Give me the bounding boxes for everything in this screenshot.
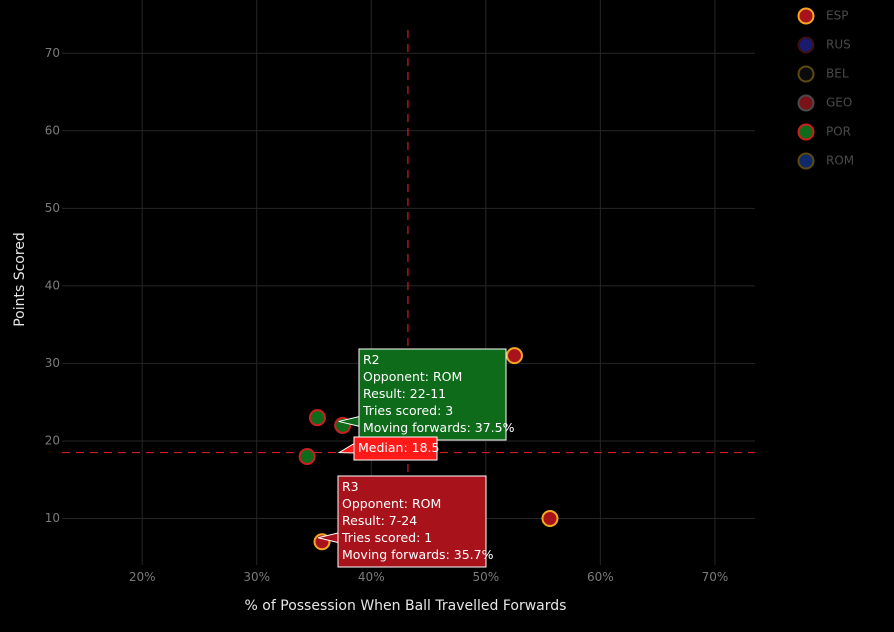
y-tick-label: 60 (45, 123, 60, 137)
y-axis-title: Points Scored (12, 232, 28, 327)
data-point-esp (505, 347, 523, 365)
tooltip-line: R2 (363, 352, 380, 367)
x-tick-label: 30% (243, 570, 270, 584)
tooltip-line: Tries scored: 1 (341, 530, 432, 545)
legend-label: GEO (826, 96, 852, 110)
tooltip-line: Moving forwards: 37.5% (363, 420, 515, 435)
tooltip-line: Opponent: ROM (342, 496, 441, 511)
legend-label: ROM (826, 154, 854, 168)
legend-label: ESP (826, 9, 848, 23)
legend-marker (797, 94, 815, 112)
tooltip: R3 Opponent: ROM Result: 7-24 Tries scored:… (317, 475, 494, 568)
tooltip-line: R3 (342, 479, 359, 494)
legend-label: BEL (826, 67, 849, 81)
y-tick-label: 10 (45, 511, 60, 525)
x-tick-label: 50% (472, 570, 499, 584)
x-tick-label: 60% (587, 570, 614, 584)
y-tick-label: 50 (45, 201, 60, 215)
tooltip-box (337, 475, 487, 568)
tooltip-line: Moving forwards: 35.7% (342, 547, 494, 562)
tooltip: R2 Opponent: ROM Result: 22-11 Tries scored… (338, 348, 515, 441)
x-tick-label: 70% (702, 570, 729, 584)
tooltip: Median: 18.5 (337, 436, 439, 461)
y-tick-label: 20 (45, 433, 60, 447)
legend-marker (797, 65, 815, 83)
legend-label: POR (826, 125, 851, 139)
y-tick-label: 30 (45, 356, 60, 370)
tooltip-line: Opponent: ROM (363, 369, 462, 384)
tooltip-line: Result: 22-11 (363, 386, 446, 401)
tooltip-box (358, 348, 507, 441)
legend-marker (797, 36, 815, 54)
tooltip-line: Median: 18.5 (358, 440, 439, 455)
legend-marker (797, 123, 815, 141)
tooltip-box (353, 436, 438, 461)
x-axis-title: % of Possession When Ball Travelled Forw… (245, 598, 567, 614)
y-tick-label: 40 (45, 278, 60, 292)
x-tick-label: 40% (358, 570, 385, 584)
data-point-esp (541, 509, 559, 527)
tooltip-pointer (337, 442, 356, 454)
legend-marker (797, 7, 815, 25)
tooltip-line: Tries scored: 3 (362, 403, 453, 418)
tooltip-line: Result: 7-24 (342, 513, 417, 528)
data-point-por (308, 409, 326, 427)
legend-marker (797, 152, 815, 170)
y-tick-label: 70 (45, 46, 60, 60)
data-point-por (298, 447, 316, 465)
x-tick-label: 20% (129, 570, 156, 584)
grid (62, 0, 755, 565)
legend: ESP RUS BEL GEO POR ROM (797, 7, 854, 170)
legend-label: RUS (826, 38, 851, 52)
